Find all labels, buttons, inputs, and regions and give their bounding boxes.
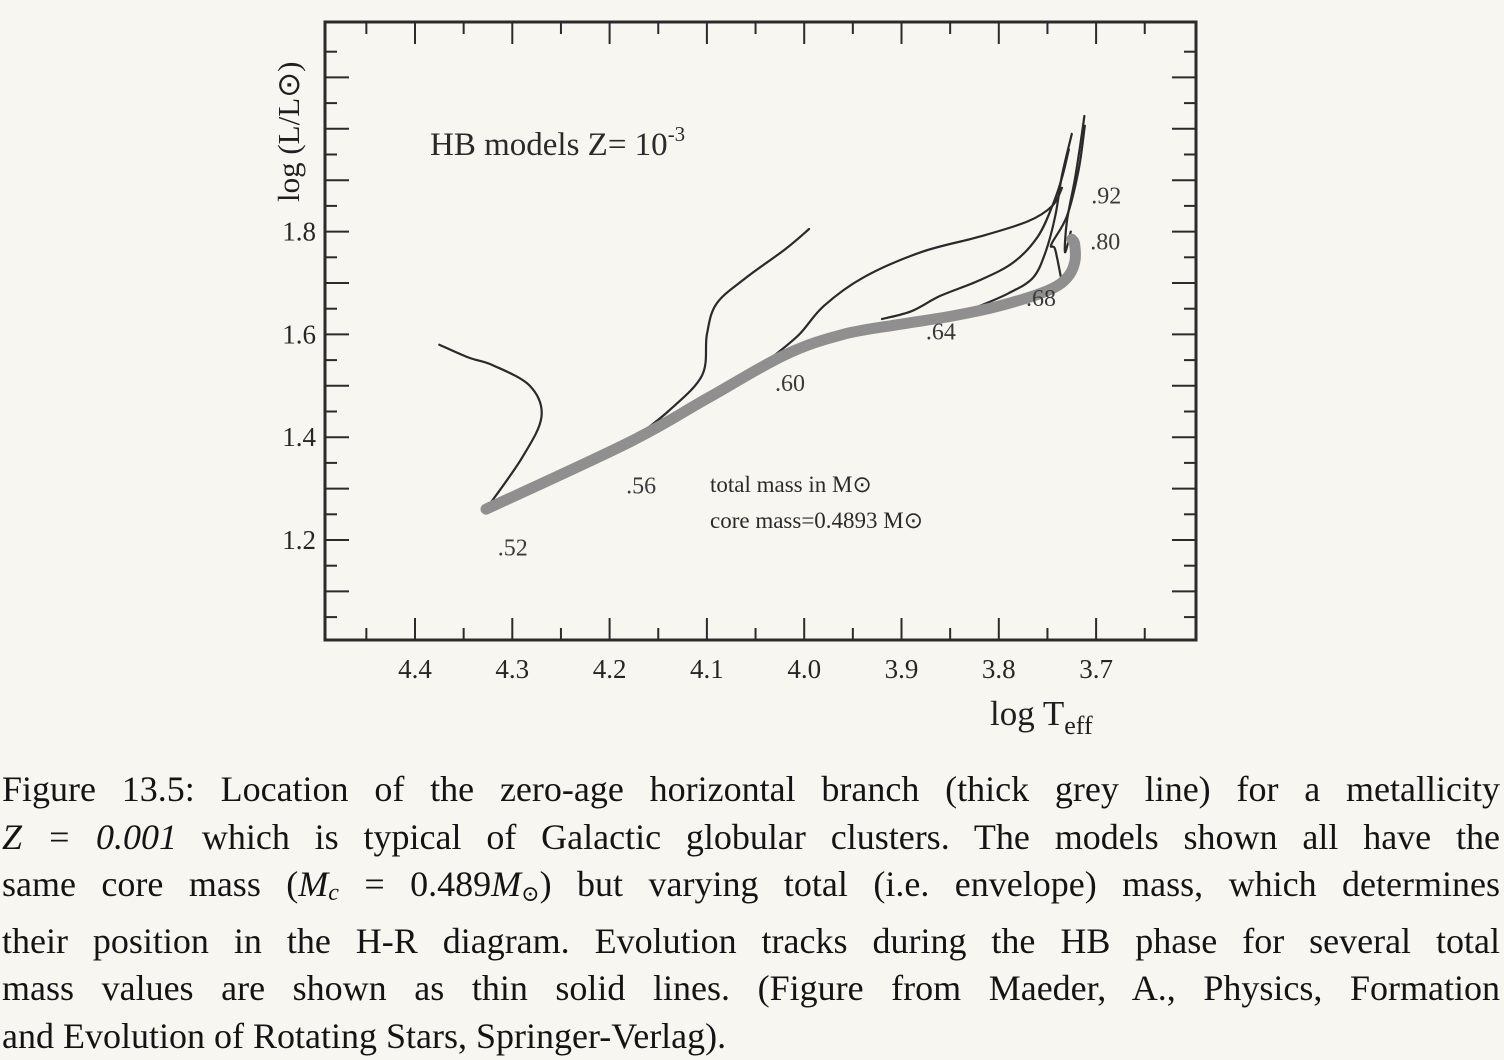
axis-ticks — [325, 22, 1196, 640]
annotation-core-mass: core mass=0.4893 M⊙ — [710, 508, 923, 533]
figure-caption: Figure 13.5: Location of the zero-age ho… — [2, 766, 1500, 1060]
x-tick-label: 4.1 — [690, 654, 724, 684]
evolution-track-92 — [1065, 116, 1085, 252]
caption-line-4: their position in the H-R diagram. Evolu… — [2, 918, 1500, 966]
x-axis-label-main: log T — [990, 694, 1064, 733]
evolution-track-56 — [629, 229, 809, 442]
x-tick-label: 4.3 — [495, 654, 529, 684]
mass-label-56: .56 — [626, 474, 656, 500]
y-axis-label: log (L/L⊙) — [271, 62, 306, 202]
caption-z-math: Z = 0.001 — [2, 817, 177, 857]
tick-and-mass-labels: 4.4 4.3 4.2 4.1 4.0 3.9 3.8 3.7 1.2 1.4 1.6 1.8 .52.… — [282, 183, 1121, 684]
y-tick-label: 1.2 — [282, 525, 316, 555]
hr-diagram-figure: 4.4 4.3 4.2 4.1 4.0 3.9 3.8 3.7 1.2 1.4 1.6 1.8 .52.… — [0, 0, 1504, 760]
caption-msun-m: M — [491, 864, 521, 904]
caption-mc-m: M — [298, 864, 328, 904]
x-tick-label: 3.7 — [1079, 654, 1113, 684]
caption-mc-eq: = 0.489 — [339, 864, 491, 904]
caption-sun-symbol: ⊙ — [521, 881, 539, 906]
y-tick-label: 1.4 — [282, 422, 316, 452]
caption-mc-close: ) — [540, 864, 552, 904]
plot-frame — [325, 22, 1196, 640]
caption-line-3-start: same core mass ( — [2, 864, 298, 904]
chart-svg: 4.4 4.3 4.2 4.1 4.0 3.9 3.8 3.7 1.2 1.4 1.6 1.8 .52.… — [0, 0, 1504, 760]
chart-title-exponent: -3 — [668, 122, 686, 146]
annotation-total-mass: total mass in M⊙ — [710, 472, 872, 497]
caption-line-3: same core mass (Mc = 0.489M⊙) but varyin… — [2, 861, 1500, 918]
x-axis-label-subscript: eff — [1064, 711, 1093, 740]
x-tick-label: 4.2 — [593, 654, 627, 684]
x-tick-label: 3.8 — [982, 654, 1016, 684]
mass-label-64: .64 — [926, 320, 956, 346]
caption-line-2: Z = 0.001 which is typical of Galactic g… — [2, 814, 1500, 862]
mass-label-52: .52 — [498, 535, 528, 561]
mass-label-60: .60 — [775, 371, 805, 397]
y-tick-label: 1.6 — [282, 319, 316, 349]
mass-label-80: .80 — [1090, 230, 1120, 256]
caption-line-5: mass values are shown as thin solid line… — [2, 965, 1500, 1013]
y-tick-label: 1.8 — [282, 217, 316, 247]
mass-label-92: .92 — [1091, 183, 1121, 209]
x-tick-label: 4.0 — [787, 654, 821, 684]
caption-line-3-end: but varying total (i.e. envelope) mass, … — [577, 864, 1500, 904]
evolution-track-60 — [775, 188, 1062, 355]
caption-line-1: Figure 13.5: Location of the zero-age ho… — [2, 766, 1500, 814]
caption-line-2-text: which is typical of Galactic globular cl… — [202, 817, 1500, 857]
x-axis-label: log Teff — [990, 694, 1093, 740]
x-tick-label: 3.9 — [885, 654, 919, 684]
evolution-track-52 — [439, 345, 541, 510]
chart-title-main: HB models Z= 10 — [430, 127, 668, 163]
mass-label-68: .68 — [1026, 286, 1056, 312]
chart-title: HB models Z= 10-3 — [430, 122, 685, 163]
caption-line-6: and Evolution of Rotating Stars, Springe… — [2, 1013, 1500, 1060]
caption-mc-sub: c — [328, 880, 339, 906]
x-tick-label: 4.4 — [398, 654, 432, 684]
